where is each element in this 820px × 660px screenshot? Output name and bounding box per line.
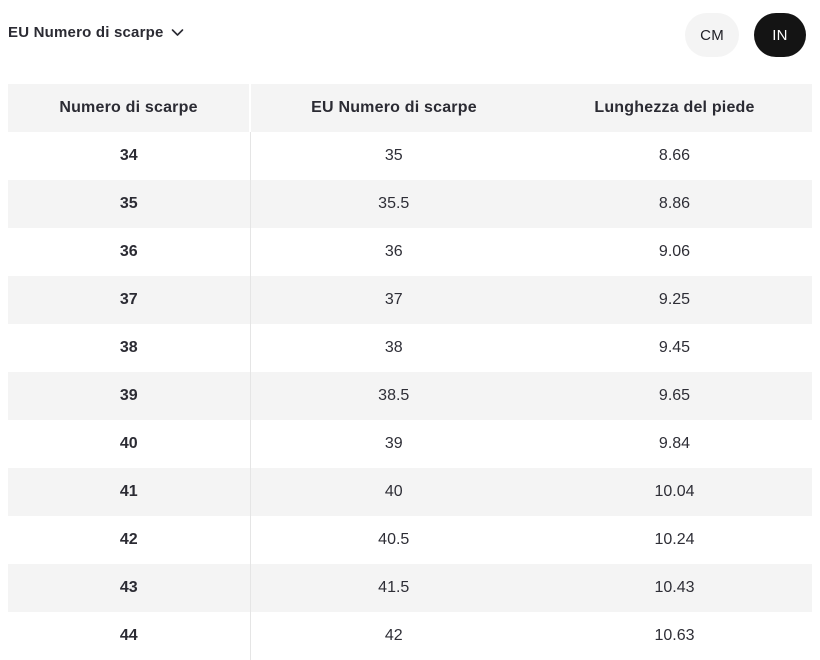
toolbar: EU Numero di scarpe CM IN xyxy=(0,0,820,84)
eu-size-cell: 40 xyxy=(384,483,403,500)
column-header-eu-size: EU Numero di scarpe xyxy=(250,84,537,132)
foot-length-cell: 9.45 xyxy=(658,339,691,356)
table-row: 35 35.5 8.86 xyxy=(8,180,812,228)
table-header-row: Numero di scarpe EU Numero di scarpe Lun… xyxy=(8,84,812,132)
eu-size-cell: 42 xyxy=(384,627,403,644)
table-row: 37 37 9.25 xyxy=(8,276,812,324)
size-cell: 34 xyxy=(8,132,251,180)
eu-size-cell: 39 xyxy=(384,435,403,452)
table-body: 34 35 8.66 35 35.5 8.86 36 36 9.06 37 37 9.25 38 38 9.… xyxy=(8,132,812,660)
size-cell: 42 xyxy=(8,516,251,564)
foot-length-cell: 8.66 xyxy=(658,147,691,164)
eu-size-cell: 35.5 xyxy=(378,195,410,212)
table-row: 42 40.5 10.24 xyxy=(8,516,812,564)
size-cell: 37 xyxy=(8,276,251,324)
eu-size-cell: 40.5 xyxy=(378,531,410,548)
foot-length-cell: 10.24 xyxy=(654,531,695,548)
chevron-down-icon xyxy=(171,28,184,37)
foot-length-cell: 10.63 xyxy=(654,627,695,644)
unit-system-dropdown[interactable]: EU Numero di scarpe xyxy=(8,24,184,41)
table-row: 36 36 9.06 xyxy=(8,228,812,276)
eu-size-cell: 35 xyxy=(384,147,403,164)
foot-length-cell: 8.86 xyxy=(658,195,691,212)
size-cell: 40 xyxy=(8,420,251,468)
foot-length-cell: 9.25 xyxy=(658,291,691,308)
size-cell: 44 xyxy=(8,612,251,660)
eu-size-cell: 38 xyxy=(384,339,403,356)
table-row: 34 35 8.66 xyxy=(8,132,812,180)
foot-length-cell: 9.06 xyxy=(658,243,691,260)
in-toggle-button[interactable]: IN xyxy=(754,13,806,57)
size-cell: 43 xyxy=(8,564,251,612)
foot-length-cell: 10.43 xyxy=(654,579,695,596)
foot-length-cell: 9.84 xyxy=(658,435,691,452)
size-cell: 41 xyxy=(8,468,251,516)
table-row: 38 38 9.45 xyxy=(8,324,812,372)
unit-toggle: CM IN xyxy=(685,13,806,57)
size-cell: 38 xyxy=(8,324,251,372)
foot-length-cell: 10.04 xyxy=(654,483,695,500)
eu-size-cell: 38.5 xyxy=(378,387,410,404)
size-cell: 35 xyxy=(8,180,251,228)
table-row: 39 38.5 9.65 xyxy=(8,372,812,420)
column-header-foot-length: Lunghezza del piede xyxy=(537,84,812,132)
table-row: 44 42 10.63 xyxy=(8,612,812,660)
table-row: 43 41.5 10.43 xyxy=(8,564,812,612)
eu-size-cell: 37 xyxy=(384,291,403,308)
cm-toggle-button[interactable]: CM xyxy=(685,13,739,57)
foot-length-cell: 9.65 xyxy=(658,387,691,404)
size-chart-table: Numero di scarpe EU Numero di scarpe Lun… xyxy=(8,84,813,660)
table-row: 40 39 9.84 xyxy=(8,420,812,468)
eu-size-cell: 41.5 xyxy=(378,579,410,596)
unit-system-dropdown-label: EU Numero di scarpe xyxy=(8,24,164,41)
column-header-size: Numero di scarpe xyxy=(8,84,251,132)
eu-size-cell: 36 xyxy=(384,243,403,260)
table-row: 41 40 10.04 xyxy=(8,468,812,516)
size-cell: 36 xyxy=(8,228,251,276)
size-cell: 39 xyxy=(8,372,251,420)
